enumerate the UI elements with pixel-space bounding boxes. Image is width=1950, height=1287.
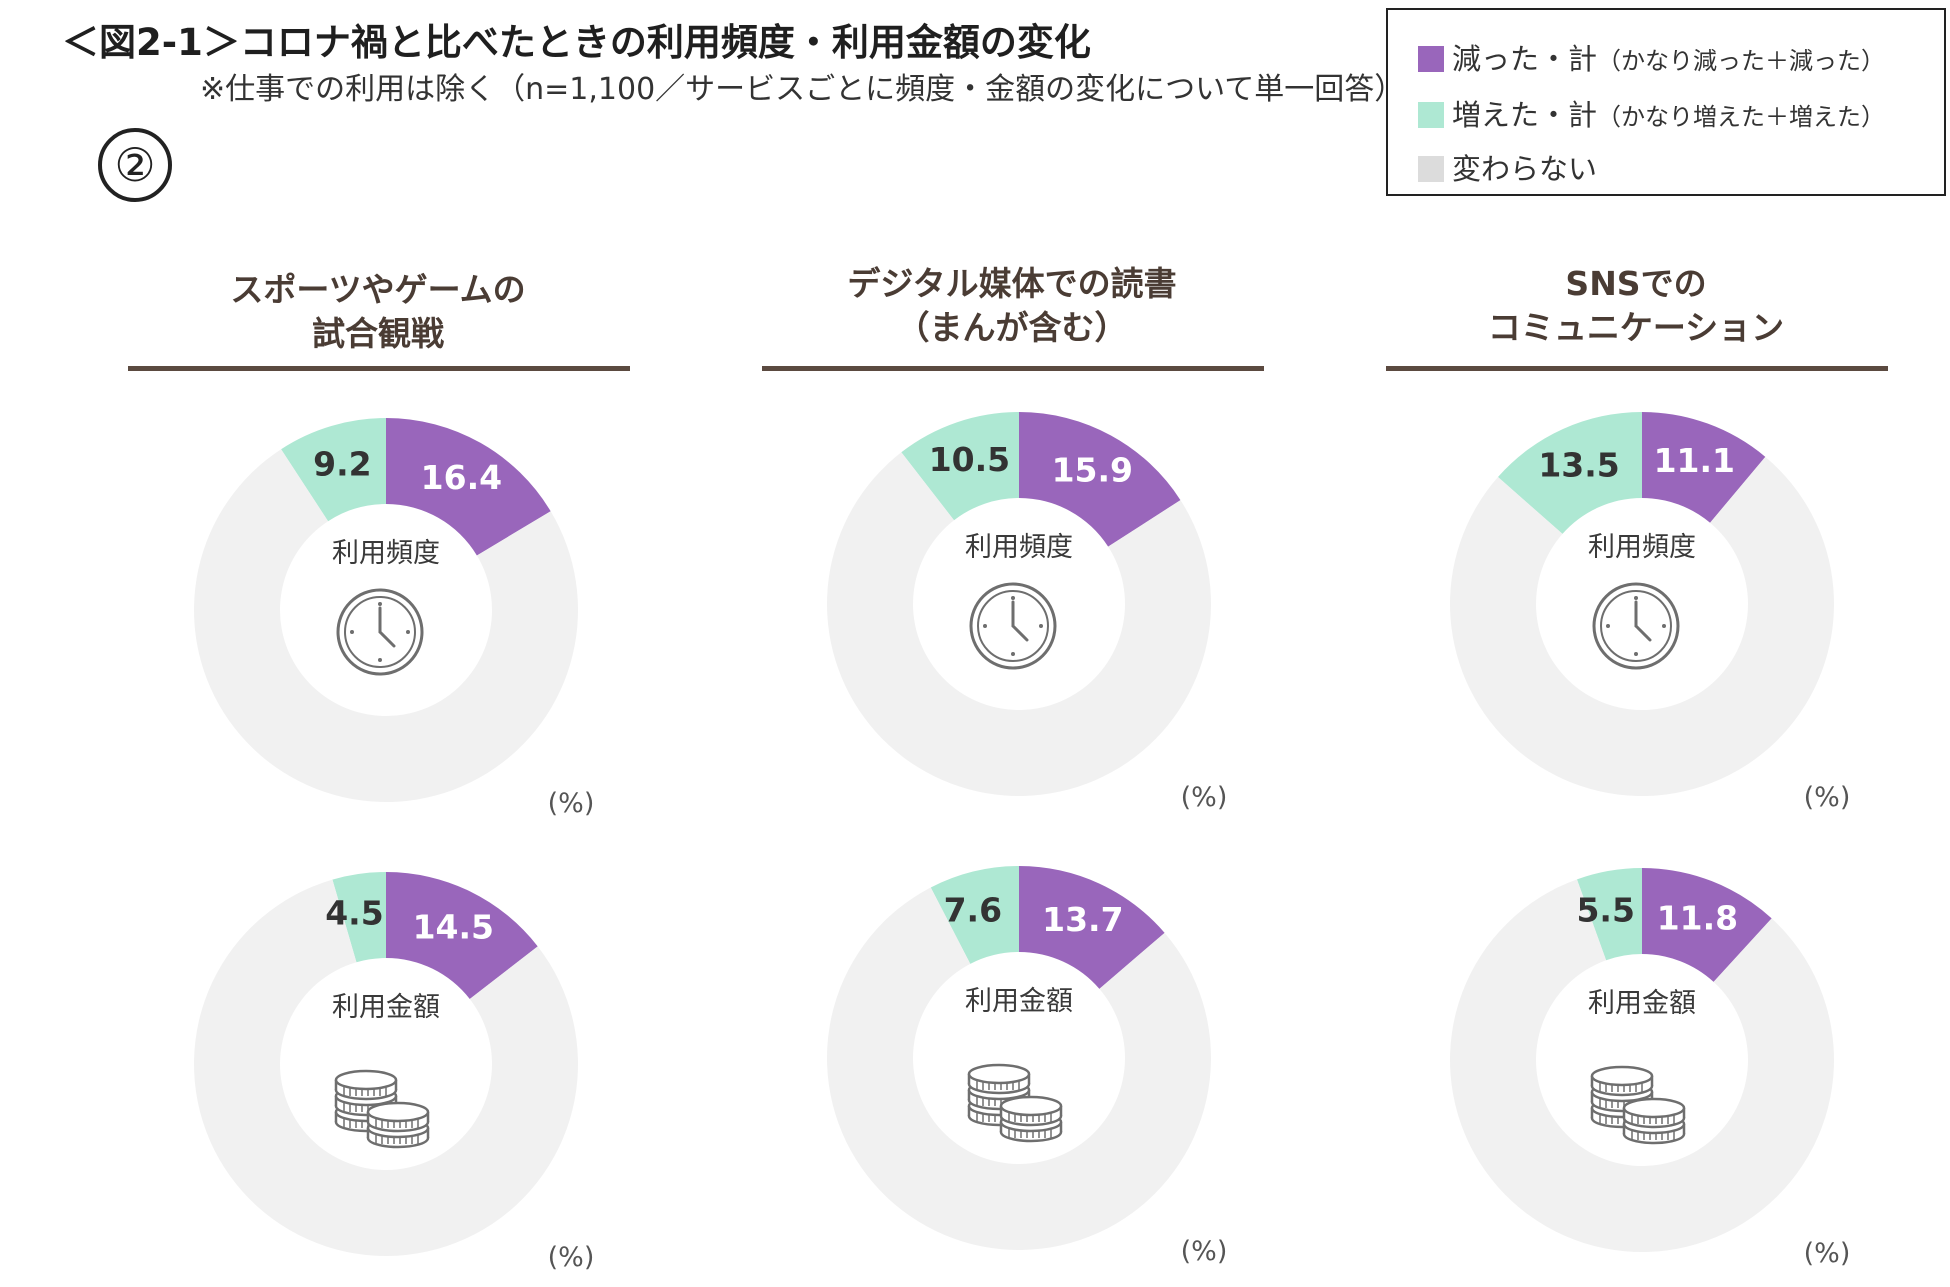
column-heading-line1: デジタル媒体での読書 [847, 264, 1177, 303]
slice-unchanged [827, 887, 1211, 1250]
coins-icon [1590, 1065, 1686, 1145]
unit-label: (%) [1181, 1236, 1228, 1267]
column-heading-line2: （まんが含む） [896, 308, 1128, 347]
legend: 減った・計（かなり減った＋減った） 増えた・計（かなり増えた＋増えた） 変わらな… [1386, 8, 1946, 196]
coins-icon [334, 1069, 430, 1149]
data-label-increased: 4.5 [325, 894, 383, 933]
data-label-increased: 13.5 [1538, 446, 1619, 485]
data-label-increased: 10.5 [929, 440, 1010, 479]
legend-swatch-unchanged [1418, 156, 1444, 182]
center-label: 利用頻度 [332, 538, 440, 569]
legend-label: 増えた・計 [1452, 98, 1598, 132]
center-label: 利用金額 [332, 992, 440, 1023]
slice-increased [1497, 412, 1642, 534]
column-heading-sports: スポーツやゲームの 試合観戦 [128, 268, 628, 356]
column-heading-reading: デジタル媒体での読書 （まんが含む） [762, 262, 1262, 350]
slice-decreased [1019, 866, 1165, 989]
legend-swatch-decreased [1418, 46, 1444, 72]
data-label-increased: 7.6 [944, 890, 1002, 929]
data-label-decreased: 16.4 [421, 458, 502, 497]
page-title: ＜図2-1＞コロナ禍と比べたときの利用頻度・利用金額の変化 [62, 21, 1091, 64]
donut-chart-6: 11.8 5.5 利用金額 (%) [1449, 868, 1851, 1269]
legend-swatch-increased [1418, 102, 1444, 128]
donut-chart-5: 13.7 7.6 利用金額 (%) [827, 866, 1227, 1267]
legend-item-decreased: 減った・計（かなり減った＋減った） [1418, 36, 1885, 78]
slice-decreased [1642, 868, 1772, 982]
column-heading-line2: 試合観戦 [312, 314, 444, 353]
unit-label: (%) [548, 788, 595, 819]
legend-item-increased: 増えた・計（かなり増えた＋増えた） [1418, 92, 1885, 134]
unit-label: (%) [548, 1242, 595, 1273]
unit-label: (%) [1804, 1238, 1851, 1269]
column-rule [1386, 366, 1888, 371]
slice-decreased [1019, 412, 1181, 547]
slice-increased [281, 418, 386, 522]
legend-label: 変わらない [1452, 152, 1598, 186]
data-label-increased: 5.5 [1576, 890, 1634, 929]
donut-chart-3: 11.1 13.5 利用頻度 (%) [1449, 412, 1851, 813]
column-heading-line1: SNSでの [1565, 264, 1707, 303]
coins-icon [967, 1063, 1063, 1143]
slice-decreased [1642, 412, 1766, 523]
unit-label: (%) [1181, 782, 1228, 813]
slice-decreased [386, 872, 538, 1000]
slice-increased [1576, 868, 1642, 961]
center-label: 利用頻度 [965, 532, 1073, 563]
donut-chart-4: 14.5 4.5 利用金額 (%) [194, 872, 594, 1273]
data-label-decreased: 13.7 [1042, 900, 1123, 939]
slice-increased [332, 872, 386, 963]
data-label-decreased: 14.5 [413, 908, 494, 947]
center-label: 利用金額 [1588, 988, 1696, 1019]
unit-label: (%) [1804, 782, 1851, 813]
donut-chart-2: 15.9 10.5 利用頻度 (%) [827, 412, 1227, 813]
slice-unchanged [194, 449, 578, 802]
slice-increased [901, 412, 1019, 521]
data-label-decreased: 11.1 [1654, 441, 1735, 480]
page-subtitle: ※仕事での利用は除く（n=1,100／サービスごとに頻度・金額の変化について単一… [200, 72, 1405, 107]
clock-icon [969, 582, 1057, 670]
center-label: 利用金額 [965, 986, 1073, 1017]
data-label-decreased: 11.8 [1657, 898, 1738, 937]
column-heading-line1: スポーツやゲームの [230, 270, 526, 309]
donut-chart-1: 16.4 9.2 利用頻度 (%) [194, 418, 594, 819]
data-label-increased: 9.2 [313, 444, 371, 483]
slice-increased [930, 866, 1019, 964]
slice-unchanged [1449, 456, 1835, 796]
column-rule [128, 366, 630, 371]
legend-sublabel: （かなり増えた＋増えた） [1597, 103, 1886, 131]
slice-decreased [386, 418, 551, 556]
data-label-decreased: 15.9 [1052, 451, 1133, 490]
slice-unchanged [1449, 879, 1834, 1252]
clock-icon [336, 588, 424, 676]
center-label: 利用頻度 [1588, 532, 1696, 563]
column-heading-sns: SNSでの コミュニケーション [1386, 262, 1886, 350]
legend-item-unchanged: 変わらない [1418, 146, 1597, 188]
column-rule [762, 366, 1264, 371]
slice-unchanged [827, 452, 1211, 796]
slice-unchanged [194, 879, 579, 1256]
column-heading-line2: コミュニケーション [1487, 308, 1785, 347]
clock-icon [1592, 582, 1680, 670]
legend-label: 減った・計 [1452, 42, 1598, 76]
legend-sublabel: （かなり減った＋減った） [1597, 47, 1886, 75]
panel-marker: ② [98, 128, 172, 202]
